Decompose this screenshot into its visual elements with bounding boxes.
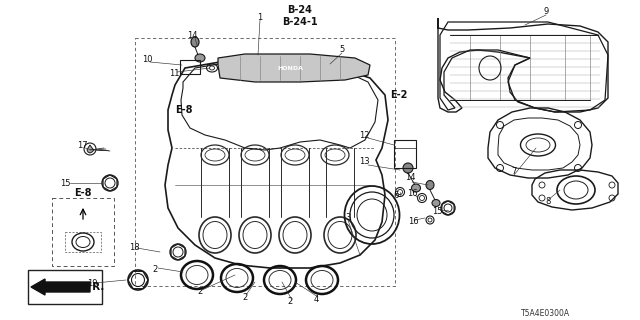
Text: 17: 17 [77, 140, 87, 149]
Text: T5A4E0300A: T5A4E0300A [521, 308, 570, 317]
Text: 2: 2 [197, 287, 203, 297]
Bar [28, 270, 102, 304]
Text: 15: 15 [432, 206, 442, 215]
Bar [135, 38, 395, 286]
Ellipse shape [412, 184, 420, 192]
Text: 14: 14 [404, 173, 415, 182]
Text: 4: 4 [314, 294, 319, 303]
Polygon shape [87, 145, 94, 153]
Text: 2: 2 [152, 266, 157, 275]
Text: 16: 16 [408, 218, 419, 227]
Text: 7: 7 [511, 167, 516, 177]
Bar [394, 140, 416, 168]
Text: 10: 10 [141, 55, 152, 65]
Text: 3: 3 [346, 213, 351, 222]
Text: HONDA: HONDA [277, 66, 303, 70]
Ellipse shape [191, 37, 199, 47]
Text: 19: 19 [87, 278, 97, 287]
Bar [65, 232, 101, 252]
Text: 13: 13 [358, 157, 369, 166]
Text: E-8: E-8 [175, 105, 193, 115]
Text: 5: 5 [339, 45, 344, 54]
Bar [180, 60, 200, 74]
Text: E-2: E-2 [390, 90, 408, 100]
Ellipse shape [403, 163, 413, 173]
Text: 14: 14 [187, 30, 197, 39]
Polygon shape [218, 54, 370, 82]
Text: 1: 1 [257, 12, 262, 21]
Ellipse shape [195, 54, 205, 62]
Ellipse shape [426, 180, 434, 189]
Text: 11: 11 [169, 68, 179, 77]
Text: 9: 9 [543, 7, 548, 17]
Text: 16: 16 [406, 189, 417, 198]
Text: E-8: E-8 [74, 188, 92, 198]
Text: 18: 18 [129, 243, 140, 252]
Text: B-24
B-24-1: B-24 B-24-1 [282, 5, 318, 27]
Text: 8: 8 [545, 197, 550, 206]
Text: FR.: FR. [85, 282, 104, 292]
Text: 2: 2 [243, 292, 248, 301]
Bar [52, 198, 114, 266]
Text: 15: 15 [60, 179, 70, 188]
Text: 12: 12 [359, 131, 369, 140]
Text: 2: 2 [287, 298, 292, 307]
FancyArrow shape [31, 279, 90, 295]
Text: 6: 6 [394, 191, 399, 201]
Ellipse shape [432, 199, 440, 206]
